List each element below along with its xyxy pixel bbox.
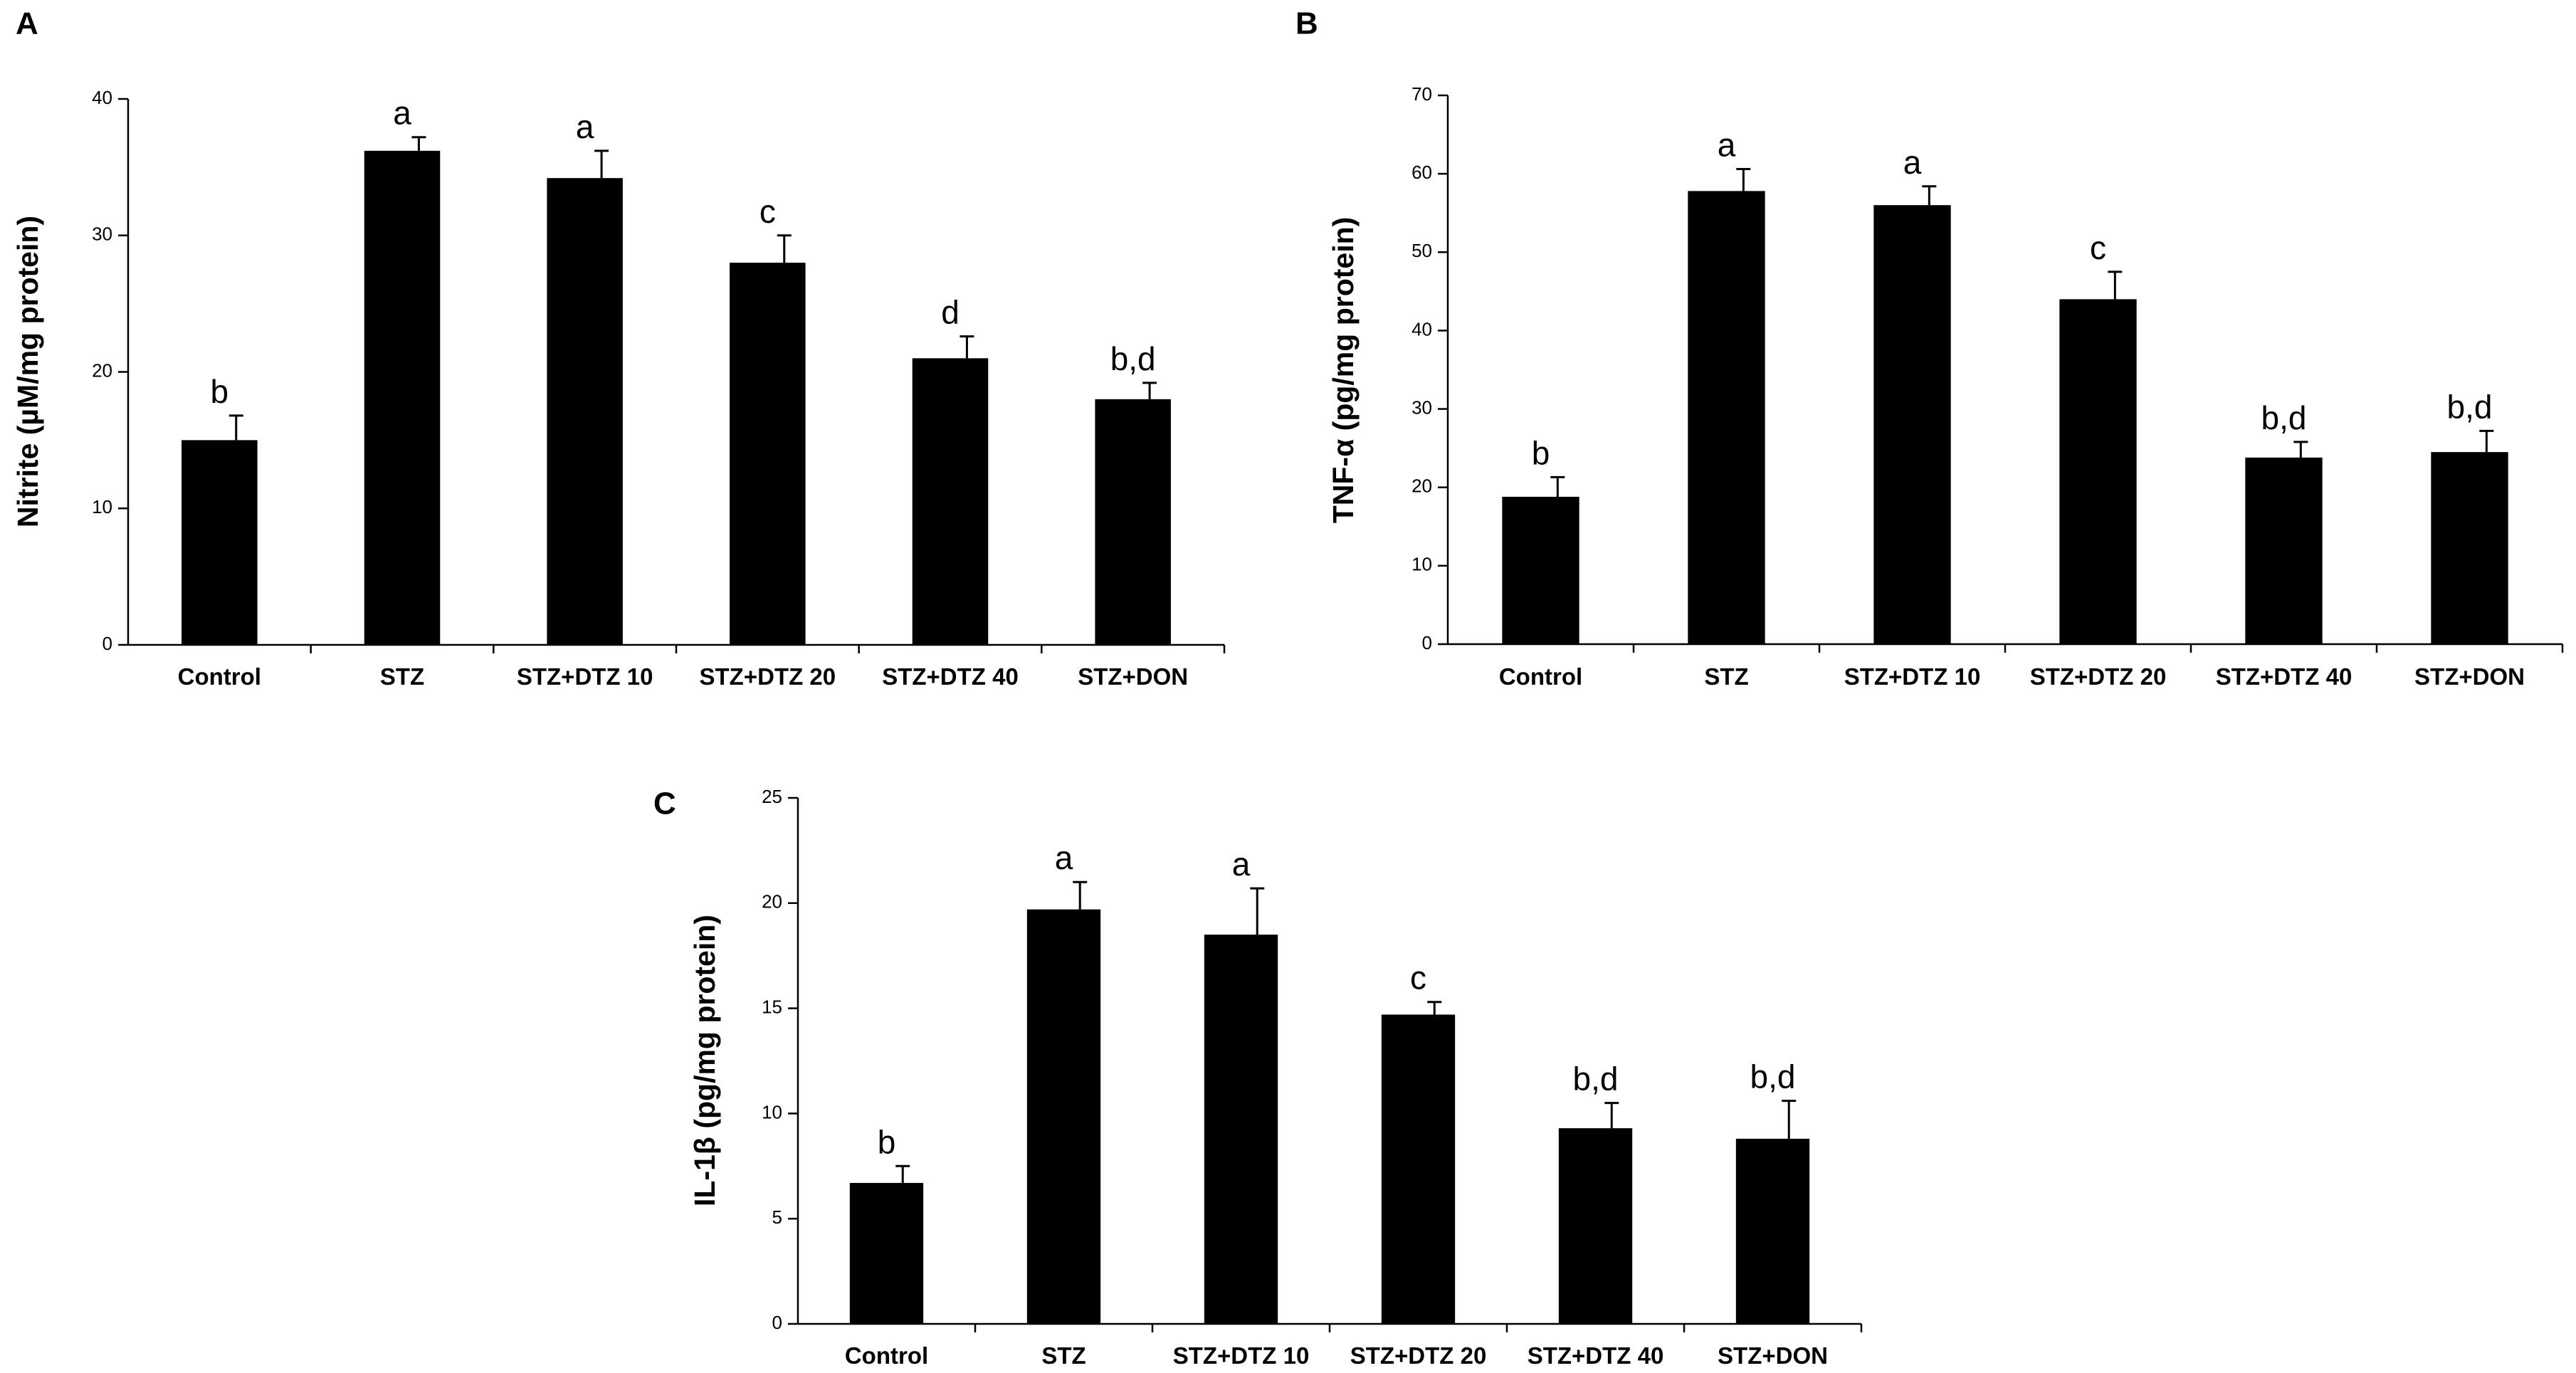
x-tick-label: STZ+DTZ 10 — [1173, 1342, 1310, 1369]
x-tick-label: STZ+DON — [1718, 1342, 1828, 1369]
y-tick-label: 60 — [1411, 162, 1432, 183]
y-tick-label: 30 — [1411, 396, 1432, 418]
y-tick-label: 25 — [762, 786, 782, 807]
x-tick-label: STZ+DTZ 10 — [1844, 663, 1981, 690]
y-tick-label: 30 — [92, 223, 112, 245]
bar — [1026, 909, 1101, 1324]
significance-label: c — [2090, 229, 2106, 266]
bar — [849, 1182, 924, 1324]
x-tick-label: STZ+DTZ 40 — [2216, 663, 2352, 690]
y-tick-label: 0 — [102, 633, 112, 654]
y-axis-label: TNF-α (pg/mg protein) — [1327, 217, 1360, 524]
y-tick-label: 0 — [772, 1312, 782, 1333]
bar — [912, 358, 989, 645]
significance-label: b,d — [1750, 1058, 1796, 1095]
y-tick-label: 70 — [1411, 83, 1432, 105]
x-tick-label: STZ+DTZ 40 — [882, 663, 1019, 690]
x-tick-label: STZ+DTZ 20 — [1350, 1342, 1487, 1369]
y-tick-label: 10 — [1411, 554, 1432, 575]
bar — [1688, 191, 1765, 645]
significance-label: d — [941, 294, 960, 331]
bar — [2245, 457, 2323, 644]
bar — [2059, 299, 2137, 644]
significance-label: a — [1903, 144, 1922, 181]
y-tick-label: 5 — [772, 1206, 782, 1228]
panel-a: A 0 10 20 30 40 Nitrite (µM/mg protein) b Contro… — [11, 6, 1226, 690]
significance-label: b — [878, 1123, 896, 1160]
significance-label: b,d — [1573, 1061, 1619, 1098]
y-tick-label: 40 — [1411, 318, 1432, 340]
panel-b: B 0 10 20 30 40 50 60 70 TNF-α (pg/mg protein) b Co… — [1295, 6, 2564, 690]
x-tick-label: STZ+DTZ 20 — [2030, 663, 2167, 690]
x-tick-label: Control — [178, 663, 261, 690]
bar — [1735, 1138, 1810, 1324]
x-tick-label: STZ — [1704, 663, 1748, 690]
panel-label: C — [653, 787, 676, 821]
y-axis-label: Nitrite (µM/mg protein) — [11, 216, 44, 527]
bar — [182, 440, 258, 645]
x-tick-label: STZ+DTZ 20 — [700, 663, 836, 690]
panel-c: C 0 5 10 15 20 25 IL-1β (pg/mg protein) b Control… — [653, 786, 1863, 1369]
bar — [1204, 935, 1278, 1324]
bar — [2431, 452, 2508, 644]
significance-label: c — [759, 193, 776, 230]
x-tick-label: STZ — [1041, 1342, 1085, 1369]
significance-label: a — [1718, 127, 1736, 164]
y-tick-label: 20 — [762, 891, 782, 912]
significance-label: a — [393, 95, 411, 132]
y-tick-label: 0 — [1422, 632, 1432, 653]
bar — [547, 178, 623, 646]
x-tick-label: STZ+DON — [1078, 663, 1188, 690]
bar — [1558, 1128, 1633, 1324]
significance-label: b — [211, 373, 229, 410]
x-tick-label: STZ — [380, 663, 424, 690]
y-tick-label: 40 — [92, 87, 112, 108]
y-tick-label: 20 — [1411, 475, 1432, 497]
y-tick-label: 10 — [762, 1101, 782, 1122]
y-tick-label: 10 — [92, 496, 112, 517]
significance-label: b,d — [1110, 340, 1156, 377]
bar — [1381, 1014, 1456, 1324]
significance-label: b — [1532, 434, 1550, 471]
x-tick-label: STZ+DTZ 10 — [517, 663, 653, 690]
x-tick-label: Control — [845, 1342, 928, 1369]
y-tick-label: 50 — [1411, 240, 1432, 261]
significance-label: a — [1232, 846, 1251, 883]
bar — [730, 263, 806, 646]
bar — [1502, 496, 1579, 644]
significance-label: a — [576, 108, 594, 145]
y-tick-label: 15 — [762, 996, 782, 1017]
x-tick-label: STZ+DTZ 40 — [1528, 1342, 1664, 1369]
significance-label: c — [1410, 959, 1426, 996]
bar — [1873, 205, 1951, 644]
significance-label: b,d — [2261, 399, 2307, 436]
y-axis-label: IL-1β (pg/mg protein) — [688, 915, 721, 1206]
significance-label: b,d — [2447, 388, 2493, 425]
bar — [1095, 399, 1171, 645]
panel-label: B — [1295, 6, 1318, 41]
x-tick-label: STZ+DON — [2414, 663, 2525, 690]
panel-label: A — [16, 6, 38, 41]
y-tick-label: 20 — [92, 359, 112, 381]
x-tick-label: Control — [1499, 663, 1582, 690]
significance-label: a — [1055, 839, 1073, 876]
bar — [364, 150, 441, 646]
